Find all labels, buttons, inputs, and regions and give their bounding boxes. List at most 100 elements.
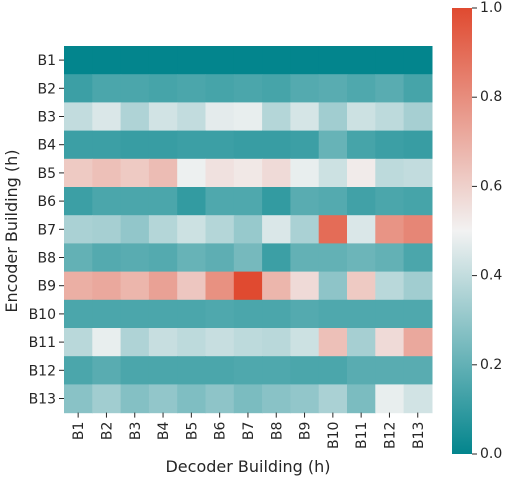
heatmap-cell-B8-B7	[233, 243, 263, 273]
heatmap-cell-B2-B11	[347, 74, 376, 103]
heatmap-cell-B5-B2	[92, 158, 122, 188]
heatmap-cell-B5-B12	[375, 158, 405, 188]
colorbar-tick-label: 0.6	[480, 178, 502, 194]
heatmap-cell-B4-B11	[347, 130, 376, 160]
heatmap-cell-B2-B12	[375, 74, 405, 103]
heatmap-cell-B3-B2	[92, 102, 122, 132]
heatmap-cell-B6-B12	[375, 187, 405, 216]
heatmap-cell-B5-B4	[148, 158, 178, 188]
heatmap-cell-B7-B11	[347, 215, 376, 244]
heatmap-cell-B7-B5	[177, 215, 207, 244]
heatmap-cell-B3-B4	[148, 102, 178, 132]
heatmap-cell-B3-B11	[347, 102, 376, 132]
heatmap-cell-B1-B12	[375, 46, 405, 75]
heatmap-cell-B7-B2	[92, 215, 122, 244]
heatmap-cell-B13-B2	[92, 384, 122, 414]
heatmap-cell-B5-B1	[64, 158, 93, 188]
heatmap-cell-B1-B6	[205, 46, 235, 75]
heatmap-cell-B9-B9	[290, 271, 320, 301]
colorbar-tick-label: 0.8	[480, 89, 502, 105]
heatmap-cell-B10-B11	[347, 299, 376, 329]
colorbar	[452, 8, 472, 454]
heatmap-cell-B8-B11	[347, 243, 376, 273]
heatmap-cell-B1-B1	[64, 46, 93, 75]
colorbar-tick-label: 0.2	[480, 357, 502, 373]
heatmap-cell-B6-B5	[177, 187, 207, 216]
heatmap-cell-B5-B5	[177, 158, 207, 188]
heatmap-cell-B2-B8	[262, 74, 291, 103]
heatmap-cell-B13-B6	[205, 384, 235, 414]
heatmap-cell-B6-B3	[120, 187, 150, 216]
heatmap-cell-B8-B2	[92, 243, 122, 273]
x-tick-label: B8	[269, 422, 285, 441]
colorbar-ticks: 0.0 0.2 0.4 0.6 0.8 1.0	[472, 0, 502, 462]
heatmap-cell-B8-B9	[290, 243, 320, 273]
heatmap-cell-B11-B5	[177, 328, 207, 357]
heatmap-cell-B11-B12	[375, 328, 405, 357]
x-tick-label: B3	[128, 422, 144, 441]
heatmap-cell-B2-B4	[148, 74, 178, 103]
x-tick-label: B9	[298, 422, 314, 441]
heatmap-cell-B3-B12	[375, 102, 405, 132]
heatmap-cell-B13-B9	[290, 384, 320, 414]
colorbar-tick-label: 1.0	[480, 0, 502, 16]
heatmap-cell-B11-B8	[262, 328, 291, 357]
heatmap-cell-B12-B4	[148, 356, 178, 385]
heatmap-cell-B2-B5	[177, 74, 207, 103]
heatmap-cell-B12-B8	[262, 356, 291, 385]
x-axis-label: Decoder Building (h)	[165, 457, 330, 476]
heatmap-cell-B13-B13	[403, 384, 433, 414]
y-tick-label: B11	[29, 335, 56, 351]
heatmap-cell-B7-B4	[148, 215, 178, 244]
heatmap-cell-B4-B10	[318, 130, 348, 160]
heatmap-cell-B1-B8	[262, 46, 291, 75]
heatmap-cell-B11-B7	[233, 328, 263, 357]
heatmap-cell-B3-B13	[403, 102, 433, 132]
heatmap-cell-B5-B9	[290, 158, 320, 188]
heatmap-cell-B1-B9	[290, 46, 320, 75]
heatmap-cell-B9-B3	[120, 271, 150, 301]
heatmap-cell-B8-B4	[148, 243, 178, 273]
heatmap-cell-B6-B1	[64, 187, 93, 216]
heatmap-cell-B1-B5	[177, 46, 207, 75]
heatmap-cell-B6-B7	[233, 187, 263, 216]
heatmap-cell-B7-B10	[318, 215, 348, 244]
heatmap-cell-B10-B9	[290, 299, 320, 329]
heatmap-cell-B7-B12	[375, 215, 405, 244]
heatmap-cell-B2-B7	[233, 74, 263, 103]
heatmap-cell-B6-B10	[318, 187, 348, 216]
heatmap-cell-B12-B7	[233, 356, 263, 385]
heatmap-cell-B5-B8	[262, 158, 291, 188]
heatmap-cell-B4-B2	[92, 130, 122, 160]
heatmap-cell-B8-B13	[403, 243, 433, 273]
heatmap-cell-B5-B13	[403, 158, 433, 188]
y-tick-label: B2	[37, 81, 56, 97]
heatmap-cell-B9-B6	[205, 271, 235, 301]
heatmap-cell-B9-B4	[148, 271, 178, 301]
heatmap-cell-B9-B8	[262, 271, 291, 301]
heatmap-cell-B2-B9	[290, 74, 320, 103]
heatmap-cell-B5-B10	[318, 158, 348, 188]
heatmap-cell-B3-B10	[318, 102, 348, 132]
heatmap-cell-B11-B10	[318, 328, 348, 357]
heatmap-cell-B8-B10	[318, 243, 348, 273]
heatmap-cell-B7-B3	[120, 215, 150, 244]
heatmap-cell-B12-B11	[347, 356, 376, 385]
heatmap-cell-B6-B8	[262, 187, 291, 216]
heatmap-cell-B10-B2	[92, 299, 122, 329]
x-tick-label: B13	[411, 422, 427, 449]
heatmap-cell-B3-B8	[262, 102, 291, 132]
heatmap-cells	[64, 46, 433, 414]
heatmap-cell-B4-B1	[64, 130, 93, 160]
heatmap-cell-B3-B1	[64, 102, 93, 132]
heatmap-cell-B8-B12	[375, 243, 405, 273]
x-tick-label: B10	[326, 422, 342, 449]
heatmap-cell-B12-B5	[177, 356, 207, 385]
heatmap-cell-B13-B11	[347, 384, 376, 414]
heatmap-cell-B6-B9	[290, 187, 320, 216]
colorbar-tick-label: 0.0	[480, 446, 502, 462]
y-tick-label: B4	[37, 138, 56, 154]
heatmap-cell-B3-B5	[177, 102, 207, 132]
heatmap-cell-B1-B3	[120, 46, 150, 75]
heatmap-cell-B9-B7	[233, 271, 263, 301]
